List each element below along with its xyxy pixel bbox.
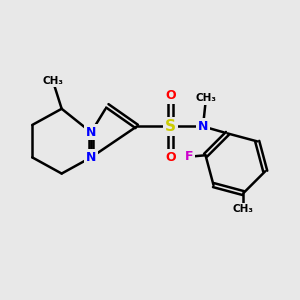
Text: CH₃: CH₃ xyxy=(233,204,254,214)
Text: CH₃: CH₃ xyxy=(42,76,63,86)
Text: F: F xyxy=(185,150,194,163)
Text: O: O xyxy=(165,89,176,102)
Text: N: N xyxy=(86,151,96,164)
Text: N: N xyxy=(86,126,96,139)
Text: CH₃: CH₃ xyxy=(195,94,216,103)
Text: N: N xyxy=(198,120,208,133)
Text: S: S xyxy=(165,119,176,134)
Text: O: O xyxy=(165,151,176,164)
